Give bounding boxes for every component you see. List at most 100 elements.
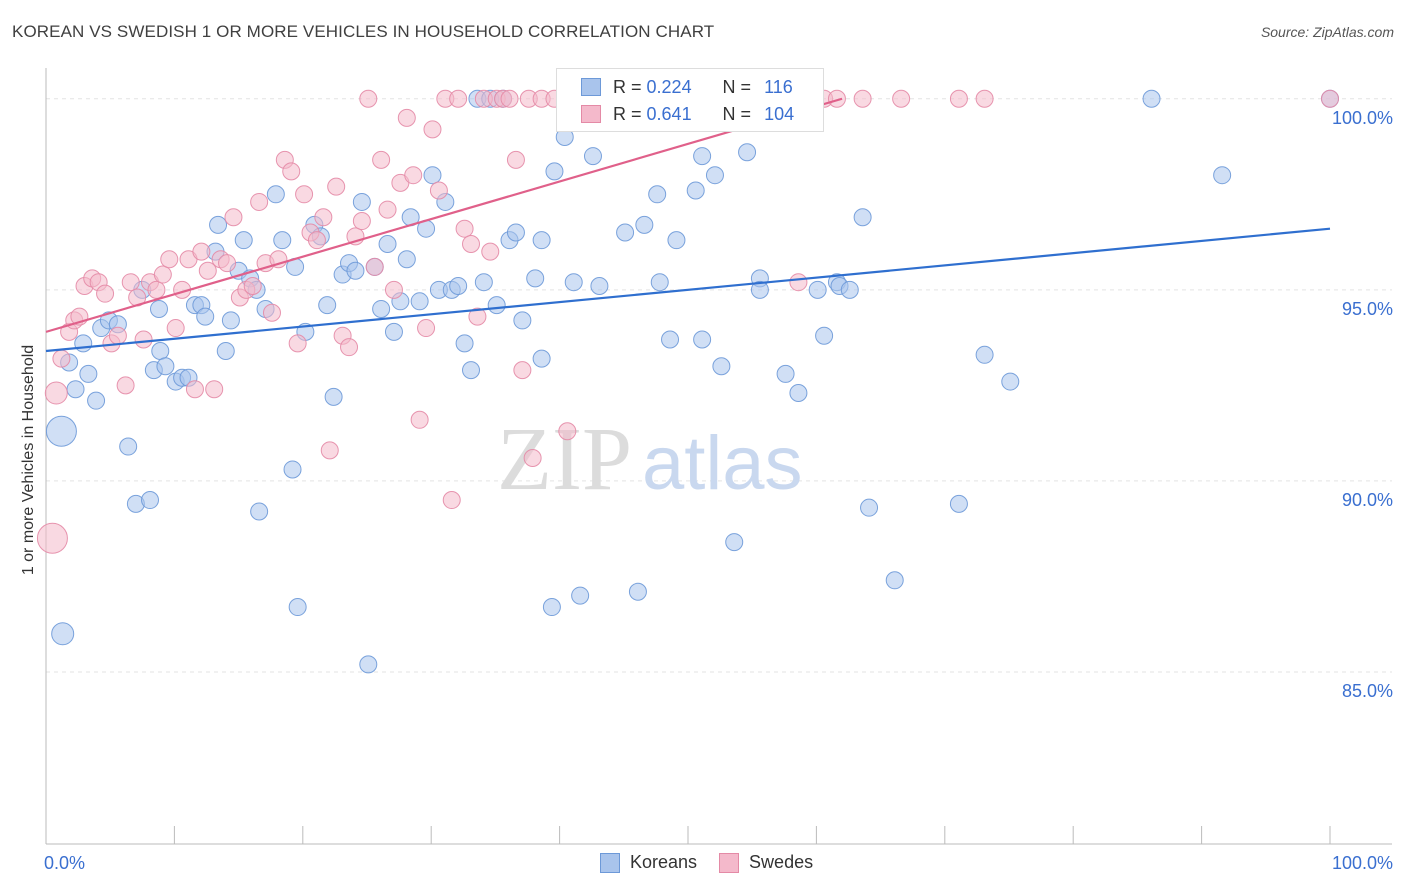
tick-labels: 100.0% 95.0% 90.0% 85.0% 0.0% 100.0%: [44, 108, 1393, 873]
y-axis-label-wrap: 1 or more Vehicles in Household: [18, 80, 40, 840]
swede-point: [410, 410, 429, 429]
swede-point: [262, 303, 281, 322]
legend-item-koreans: Koreans: [600, 852, 697, 873]
korean-point: [79, 364, 98, 383]
korean-point: [359, 655, 378, 674]
swede-point: [468, 307, 487, 326]
korean-point: [196, 307, 215, 326]
swede-point: [205, 380, 224, 399]
swede-point: [218, 254, 237, 273]
swede-point: [455, 219, 474, 238]
korean-point: [352, 192, 371, 211]
swede-point: [198, 261, 217, 280]
korean-point: [564, 273, 583, 292]
swede-point: [449, 89, 468, 108]
swede-point: [513, 361, 532, 380]
korean-point: [693, 147, 712, 166]
r-value: 0.641: [646, 103, 692, 124]
korean-point: [74, 334, 93, 353]
swede-point: [372, 150, 391, 169]
swede-point: [108, 326, 127, 345]
y-tick-label: 90.0%: [1342, 490, 1393, 510]
swede-point: [307, 231, 326, 250]
swede-point: [384, 280, 403, 299]
korean-point: [542, 598, 561, 617]
swede-point: [192, 242, 211, 261]
korean-point: [45, 415, 77, 447]
korean-point: [1142, 89, 1161, 108]
watermark: ZIP atlas: [497, 410, 803, 509]
korean-point: [462, 361, 481, 380]
legend-row-koreans: R = 0.224 N = 116: [581, 74, 793, 100]
swede-point: [853, 89, 872, 108]
swede-point: [153, 265, 172, 284]
swede-point: [224, 208, 243, 227]
korean-point: [209, 215, 228, 234]
korean-point: [1001, 372, 1020, 391]
koreans-swatch: [581, 78, 601, 96]
legend-label-swedes: Swedes: [749, 852, 814, 872]
korean-point: [725, 533, 744, 552]
swede-point: [975, 89, 994, 108]
swede-point: [1321, 89, 1339, 108]
korean-point: [455, 334, 474, 353]
swede-point: [160, 250, 179, 269]
swede-point: [44, 381, 68, 405]
korean-point: [283, 460, 302, 479]
korean-point: [151, 341, 170, 360]
swede-point: [52, 349, 71, 368]
swede-point: [36, 522, 68, 554]
korean-point: [885, 571, 904, 590]
swede-point: [327, 177, 346, 196]
korean-point: [648, 185, 667, 204]
y-tick-label: 100.0%: [1332, 108, 1393, 128]
koreans-trend-line: [45, 227, 1331, 353]
korean-point: [221, 311, 240, 330]
korean-point: [853, 208, 872, 227]
swede-point: [404, 166, 423, 185]
axes: [45, 68, 1392, 845]
swede-point: [558, 422, 577, 441]
korean-point: [324, 387, 343, 406]
trend-lines: [45, 97, 1331, 353]
korean-point: [474, 273, 493, 292]
swede-point: [500, 89, 519, 108]
swede-point: [442, 491, 461, 510]
korean-point: [635, 215, 654, 234]
swede-point: [116, 376, 135, 395]
swede-point: [295, 185, 314, 204]
korean-point: [545, 162, 564, 181]
korean-point: [532, 349, 551, 368]
swede-point: [147, 280, 166, 299]
korean-point: [789, 384, 808, 403]
r-value: 0.224: [646, 76, 692, 97]
korean-point: [66, 380, 85, 399]
korean-point: [397, 250, 416, 269]
korean-point: [526, 269, 545, 288]
grid-lines: [46, 98, 1392, 673]
korean-point: [860, 498, 879, 517]
korean-point: [776, 364, 795, 383]
korean-point: [250, 502, 269, 521]
swede-point: [949, 89, 968, 108]
korean-point: [616, 223, 635, 242]
swede-point: [166, 319, 185, 338]
korean-point: [571, 586, 590, 605]
swede-point: [789, 273, 808, 292]
korean-point: [410, 292, 429, 311]
korean-point: [949, 494, 968, 513]
korean-point: [712, 357, 731, 376]
r-label: R =: [613, 103, 642, 124]
swede-point: [423, 120, 442, 139]
korean-point: [975, 345, 994, 364]
korean-point: [372, 299, 391, 318]
korean-point: [705, 166, 724, 185]
korean-point: [423, 166, 442, 185]
swede-point: [417, 319, 436, 338]
swede-point: [314, 208, 333, 227]
korean-point: [808, 280, 827, 299]
stats-legend: R = 0.224 N = 116 R = 0.641 N = 104: [556, 68, 824, 132]
swede-point: [462, 234, 481, 253]
swede-point: [134, 330, 153, 349]
